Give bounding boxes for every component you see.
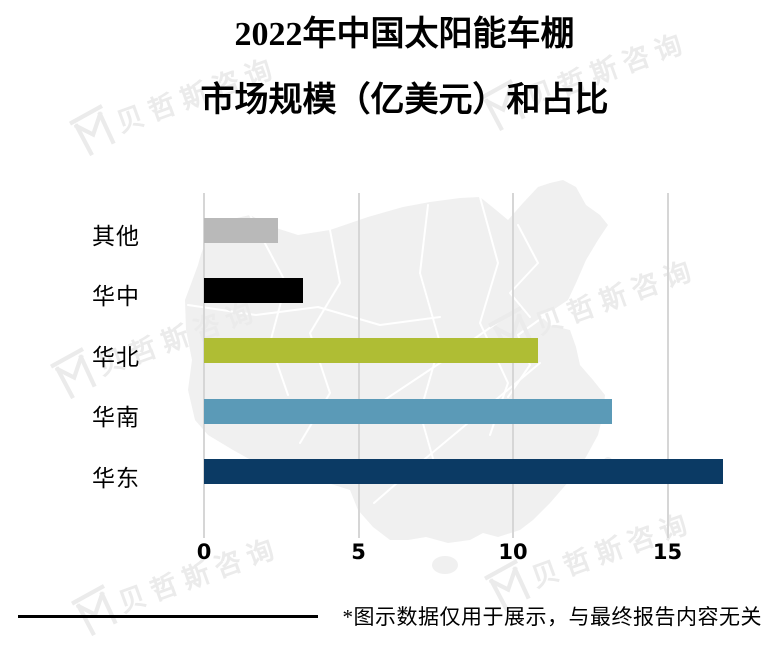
x-tick-label: 15 bbox=[652, 540, 683, 564]
chart-title-line1: 2022年中国太阳能车棚 bbox=[234, 16, 575, 53]
x-tick-label: 0 bbox=[196, 540, 212, 564]
x-gridline bbox=[203, 193, 205, 538]
chart-title: 2022年中国太阳能车棚 市场规模（亿美元）和占比 bbox=[30, 2, 779, 134]
x-gridline bbox=[512, 193, 514, 538]
x-gridline bbox=[666, 193, 669, 538]
bar-华中 bbox=[204, 277, 303, 303]
category-label: 华东 bbox=[92, 465, 140, 491]
bar-华南 bbox=[204, 398, 612, 424]
disclaimer-note: *图示数据仅用于展示，与最终报告内容无关 bbox=[342, 605, 762, 629]
x-tick-label: 5 bbox=[351, 540, 366, 564]
bar-华东 bbox=[204, 459, 724, 485]
category-label: 华中 bbox=[92, 284, 140, 310]
category-label: 华北 bbox=[92, 344, 140, 370]
chart-title-line2: 市场规模（亿美元）和占比 bbox=[200, 82, 609, 119]
category-label: 其他 bbox=[92, 224, 140, 249]
bar-华北 bbox=[204, 338, 538, 364]
x-tick-label: 10 bbox=[498, 540, 528, 564]
x-gridline bbox=[357, 193, 360, 538]
bar-其他 bbox=[204, 217, 279, 243]
category-label: 华南 bbox=[92, 405, 140, 431]
footer-divider-line bbox=[18, 615, 318, 618]
